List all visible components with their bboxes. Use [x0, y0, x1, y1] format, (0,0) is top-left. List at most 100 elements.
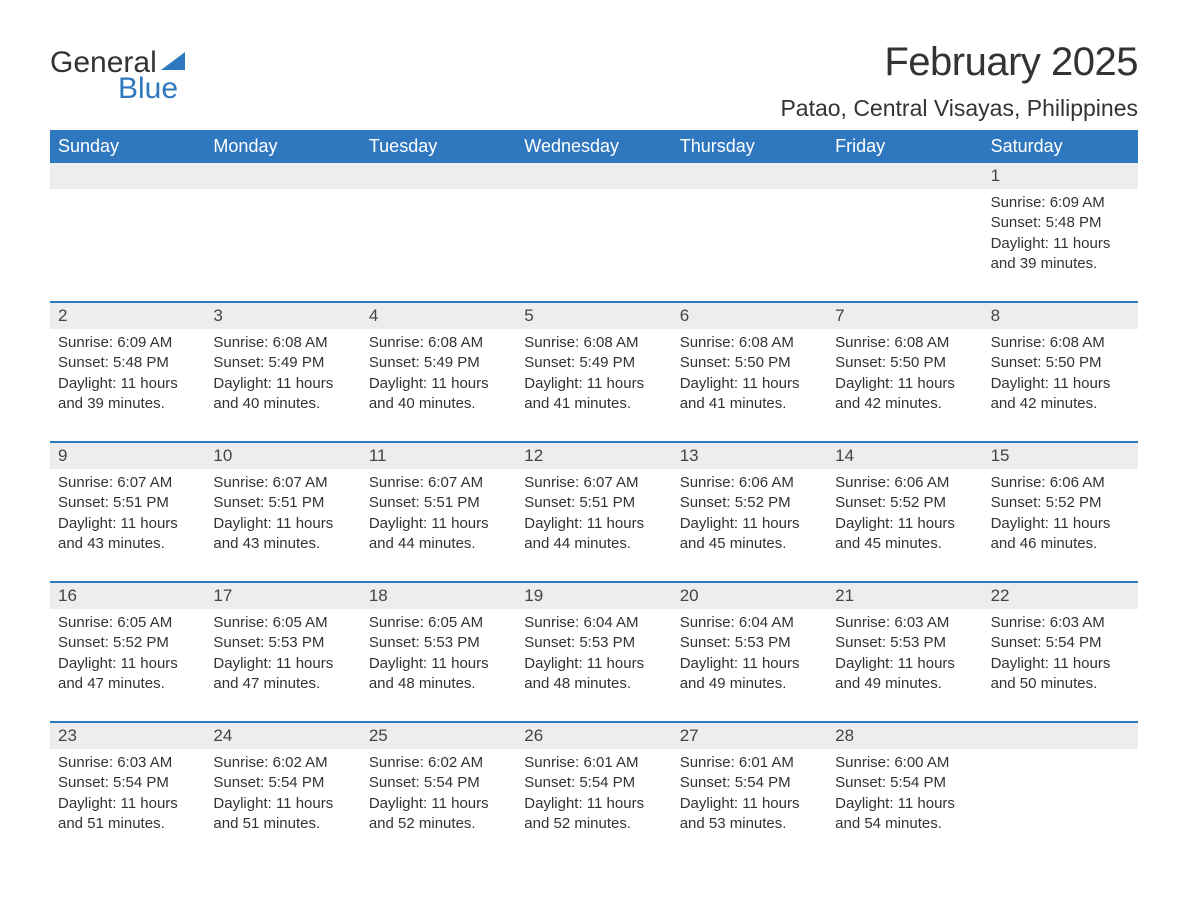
day-number: 17 — [213, 586, 232, 605]
day-number: 11 — [369, 446, 387, 465]
cell-body: Sunrise: 6:09 AMSunset: 5:48 PMDaylight:… — [50, 329, 205, 414]
cell-body: Sunrise: 6:06 AMSunset: 5:52 PMDaylight:… — [672, 469, 827, 554]
sunrise-text: Sunrise: 6:02 AM — [213, 753, 352, 773]
title-block: February 2025 Patao, Central Visayas, Ph… — [780, 40, 1138, 122]
cell-body: Sunrise: 6:08 AMSunset: 5:49 PMDaylight:… — [205, 329, 360, 414]
day-number: 22 — [991, 586, 1010, 605]
cell-body: Sunrise: 6:06 AMSunset: 5:52 PMDaylight:… — [983, 469, 1138, 554]
daylight-text: Daylight: 11 hours and 46 minutes. — [991, 514, 1130, 555]
calendar-cell — [827, 163, 982, 301]
day-number: 16 — [58, 586, 77, 605]
sunset-text: Sunset: 5:50 PM — [680, 353, 819, 373]
daylight-text: Daylight: 11 hours and 42 minutes. — [991, 374, 1130, 415]
daynum-row: 3 — [205, 303, 360, 329]
calendar-cell: 22Sunrise: 6:03 AMSunset: 5:54 PMDayligh… — [983, 583, 1138, 721]
day-number: 18 — [369, 586, 388, 605]
sunset-text: Sunset: 5:54 PM — [680, 773, 819, 793]
dayhead-thursday: Thursday — [672, 130, 827, 163]
calendar-cell: 27 Sunrise: 6:01 AMSunset: 5:54 PMDayligh… — [672, 723, 827, 861]
daynum-row — [205, 163, 360, 189]
calendar-cell: 5Sunrise: 6:08 AMSunset: 5:49 PMDaylight… — [516, 303, 671, 441]
cell-body: Sunrise: 6:05 AMSunset: 5:53 PMDaylight:… — [361, 609, 516, 694]
sunrise-text: Sunrise: 6:02 AM — [369, 753, 508, 773]
sunset-text: Sunset: 5:51 PM — [58, 493, 197, 513]
calendar-cell: 20Sunrise: 6:04 AMSunset: 5:53 PMDayligh… — [672, 583, 827, 721]
daynum-row: 2 — [50, 303, 205, 329]
sunset-text: Sunset: 5:53 PM — [213, 633, 352, 653]
daynum-row: 21 — [827, 583, 982, 609]
dayhead-wednesday: Wednesday — [516, 130, 671, 163]
cell-body: Sunrise: 6:01 AMSunset: 5:54 PMDaylight:… — [516, 749, 671, 834]
sunrise-text: Sunrise: 6:09 AM — [991, 193, 1130, 213]
day-number: 1 — [991, 166, 1000, 185]
cell-body: Sunrise: 6:05 AMSunset: 5:53 PMDaylight:… — [205, 609, 360, 694]
daylight-text: Daylight: 11 hours and 52 minutes. — [524, 794, 663, 835]
calendar-cell: 15Sunrise: 6:06 AMSunset: 5:52 PMDayligh… — [983, 443, 1138, 581]
sunrise-text: Sunrise: 6:05 AM — [369, 613, 508, 633]
calendar-cell: 16 Sunrise: 6:05 AMSunset: 5:52 PMDayligh… — [50, 583, 205, 721]
day-number: 3 — [213, 306, 222, 325]
calendar-cell — [50, 163, 205, 301]
daynum-row: 24 — [205, 723, 360, 749]
cell-body: Sunrise: 6:01 AMSunset: 5:54 PMDaylight:… — [672, 749, 827, 834]
sunrise-text: Sunrise: 6:06 AM — [835, 473, 974, 493]
daylight-text: Daylight: 11 hours and 52 minutes. — [369, 794, 508, 835]
daynum-row: 11 — [361, 443, 516, 469]
daynum-row — [672, 163, 827, 189]
cell-body: Sunrise: 6:03 AMSunset: 5:53 PMDaylight:… — [827, 609, 982, 694]
cell-body: Sunrise: 6:02 AMSunset: 5:54 PMDaylight:… — [205, 749, 360, 834]
day-number: 21 — [835, 586, 854, 605]
cell-body: Sunrise: 6:07 AMSunset: 5:51 PMDaylight:… — [50, 469, 205, 554]
daynum-row — [983, 723, 1138, 749]
day-number: 23 — [58, 726, 77, 745]
daynum-row: 6 — [672, 303, 827, 329]
sunset-text: Sunset: 5:54 PM — [835, 773, 974, 793]
cell-body: Sunrise: 6:00 AMSunset: 5:54 PMDaylight:… — [827, 749, 982, 834]
sunset-text: Sunset: 5:54 PM — [213, 773, 352, 793]
daynum-row: 14 — [827, 443, 982, 469]
daylight-text: Daylight: 11 hours and 50 minutes. — [991, 654, 1130, 695]
day-number: 8 — [991, 306, 1000, 325]
sunrise-text: Sunrise: 6:08 AM — [991, 333, 1130, 353]
brand-logo: General Blue — [50, 40, 189, 106]
calendar-cell: 21 Sunrise: 6:03 AMSunset: 5:53 PMDayligh… — [827, 583, 982, 721]
sunrise-text: Sunrise: 6:03 AM — [991, 613, 1130, 633]
daylight-text: Daylight: 11 hours and 39 minutes. — [58, 374, 197, 415]
daynum-row: 12 — [516, 443, 671, 469]
sunrise-text: Sunrise: 6:06 AM — [991, 473, 1130, 493]
sunset-text: Sunset: 5:49 PM — [369, 353, 508, 373]
daylight-text: Daylight: 11 hours and 51 minutes. — [58, 794, 197, 835]
calendar-cell: 13 Sunrise: 6:06 AMSunset: 5:52 PMDayligh… — [672, 443, 827, 581]
sunrise-text: Sunrise: 6:01 AM — [680, 753, 819, 773]
cell-body: Sunrise: 6:02 AMSunset: 5:54 PMDaylight:… — [361, 749, 516, 834]
sunrise-text: Sunrise: 6:06 AM — [680, 473, 819, 493]
calendar-cell: 7Sunrise: 6:08 AMSunset: 5:50 PMDaylight… — [827, 303, 982, 441]
daynum-row: 25 — [361, 723, 516, 749]
calendar-cell: 3 Sunrise: 6:08 AMSunset: 5:49 PMDaylight… — [205, 303, 360, 441]
daylight-text: Daylight: 11 hours and 47 minutes. — [58, 654, 197, 695]
sunrise-text: Sunrise: 6:04 AM — [680, 613, 819, 633]
daylight-text: Daylight: 11 hours and 40 minutes. — [213, 374, 352, 415]
day-number: 13 — [680, 446, 699, 465]
day-number: 27 — [680, 726, 699, 745]
cell-body: Sunrise: 6:08 AMSunset: 5:50 PMDaylight:… — [827, 329, 982, 414]
daynum-row: 18 — [361, 583, 516, 609]
sunrise-text: Sunrise: 6:00 AM — [835, 753, 974, 773]
week-row: 2Sunrise: 6:09 AMSunset: 5:48 PMDaylight… — [50, 301, 1138, 441]
dayhead-saturday: Saturday — [983, 130, 1138, 163]
sunrise-text: Sunrise: 6:05 AM — [58, 613, 197, 633]
sunset-text: Sunset: 5:50 PM — [835, 353, 974, 373]
calendar-cell: 17 Sunrise: 6:05 AMSunset: 5:53 PMDayligh… — [205, 583, 360, 721]
calendar-cell: 1Sunrise: 6:09 AMSunset: 5:48 PMDaylight… — [983, 163, 1138, 301]
daylight-text: Daylight: 11 hours and 51 minutes. — [213, 794, 352, 835]
calendar-cell: 23Sunrise: 6:03 AMSunset: 5:54 PMDayligh… — [50, 723, 205, 861]
sunset-text: Sunset: 5:52 PM — [58, 633, 197, 653]
day-number: 24 — [213, 726, 232, 745]
calendar-cell: 24 Sunrise: 6:02 AMSunset: 5:54 PMDayligh… — [205, 723, 360, 861]
daylight-text: Daylight: 11 hours and 45 minutes. — [835, 514, 974, 555]
daylight-text: Daylight: 11 hours and 49 minutes. — [835, 654, 974, 695]
daynum-row: 15 — [983, 443, 1138, 469]
calendar-cell — [205, 163, 360, 301]
daylight-text: Daylight: 11 hours and 54 minutes. — [835, 794, 974, 835]
daynum-row: 27 — [672, 723, 827, 749]
